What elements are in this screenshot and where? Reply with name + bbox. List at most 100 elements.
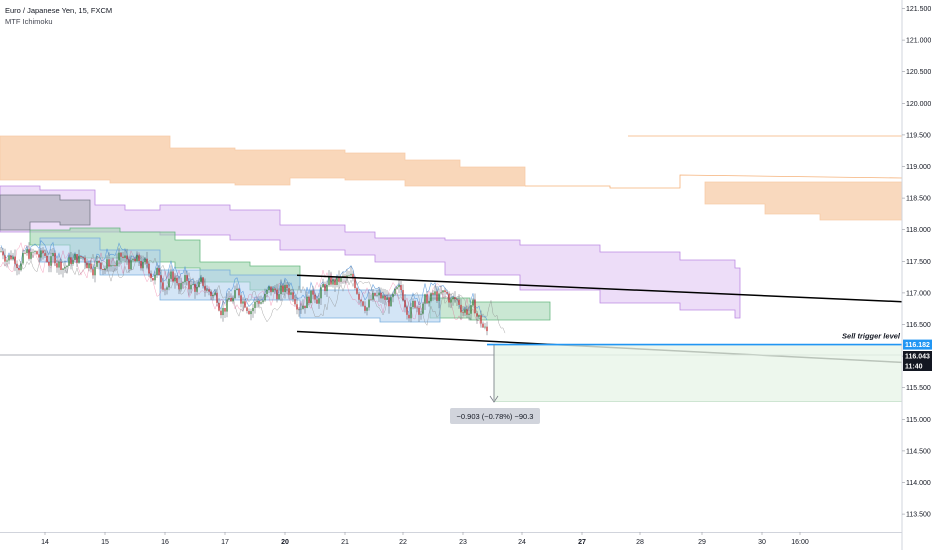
candle-body bbox=[244, 301, 246, 308]
candle-body bbox=[18, 268, 20, 271]
candle-body bbox=[462, 312, 464, 313]
candle-body bbox=[160, 275, 162, 283]
candle-body bbox=[260, 302, 262, 304]
price-tick-label: 118.000 bbox=[906, 227, 931, 234]
channel-upper-line bbox=[296, 274, 903, 303]
candle-body bbox=[340, 277, 342, 282]
candle-body bbox=[116, 260, 118, 267]
candle-body bbox=[324, 284, 326, 292]
time-tick-label: 21 bbox=[341, 539, 349, 546]
candle-body bbox=[482, 323, 484, 328]
candle-body bbox=[172, 271, 174, 282]
candle-body bbox=[390, 297, 392, 307]
candle-body bbox=[298, 309, 300, 310]
candle-body bbox=[138, 255, 140, 262]
candle-body bbox=[128, 259, 130, 270]
candle-body bbox=[356, 288, 358, 294]
time-tick-label: 28 bbox=[636, 539, 644, 546]
price-tick-label: 118.500 bbox=[906, 196, 931, 203]
candle-body bbox=[126, 255, 128, 260]
candle-body bbox=[292, 292, 294, 300]
candle-body bbox=[452, 297, 454, 300]
candle-body bbox=[368, 299, 370, 308]
candle-body bbox=[114, 265, 116, 267]
candle-body bbox=[162, 282, 164, 290]
candle-body bbox=[36, 251, 38, 255]
candlestick-series bbox=[0, 242, 488, 336]
candle-body bbox=[44, 253, 46, 257]
candle-body bbox=[100, 262, 102, 270]
candle-body bbox=[74, 254, 76, 261]
candle-body bbox=[272, 288, 274, 293]
candle-body bbox=[70, 257, 72, 265]
candle-body bbox=[358, 293, 360, 300]
candle-body bbox=[88, 263, 90, 269]
candle-body bbox=[456, 299, 458, 300]
candle-body bbox=[22, 252, 24, 264]
candle-body bbox=[284, 284, 286, 293]
candle-body bbox=[402, 290, 404, 301]
candle-body bbox=[476, 313, 478, 317]
candle-body bbox=[286, 284, 288, 289]
target-zone bbox=[493, 344, 903, 402]
candle-body bbox=[98, 260, 100, 263]
chikou-line bbox=[18, 248, 506, 334]
candle-body bbox=[214, 292, 216, 295]
candle-body bbox=[132, 259, 134, 261]
candle-body bbox=[240, 295, 242, 304]
candle-body bbox=[136, 255, 138, 262]
sell-trigger-label: Sell trigger level bbox=[842, 332, 901, 341]
candle-body bbox=[380, 292, 382, 299]
candle-body bbox=[296, 304, 298, 310]
candle-body bbox=[486, 326, 488, 332]
candle-body bbox=[20, 263, 22, 271]
price-tick-label: 120.000 bbox=[906, 101, 931, 108]
candle-body bbox=[266, 290, 268, 294]
candle-body bbox=[318, 298, 320, 304]
green-cloud-late bbox=[429, 297, 551, 321]
candle-body bbox=[206, 289, 208, 291]
time-tick-label: 22 bbox=[399, 539, 407, 546]
price-tick-label: 117.500 bbox=[906, 259, 931, 266]
candle-body bbox=[224, 308, 226, 312]
price-tick-label: 114.500 bbox=[906, 448, 931, 455]
candle-body bbox=[354, 278, 356, 289]
candle-body bbox=[392, 293, 394, 298]
grey-cloud bbox=[0, 194, 91, 231]
time-tick-label: 23 bbox=[459, 539, 467, 546]
candle-body bbox=[364, 305, 366, 311]
candle-body bbox=[194, 283, 196, 292]
candle-body bbox=[326, 285, 328, 292]
candle-body bbox=[38, 254, 40, 258]
candle-body bbox=[258, 300, 260, 304]
candle-body bbox=[158, 268, 160, 276]
price-tag-label: 116.043 bbox=[905, 354, 930, 361]
candle-body bbox=[280, 285, 282, 295]
candle-body bbox=[188, 280, 190, 290]
candle-body bbox=[84, 257, 86, 263]
candle-body bbox=[256, 300, 258, 302]
candle-body bbox=[182, 282, 184, 284]
price-tick-label: 121.000 bbox=[906, 38, 931, 45]
candle-body bbox=[10, 255, 12, 260]
candle-body bbox=[96, 260, 98, 267]
candle-body bbox=[474, 299, 476, 314]
candle-body bbox=[130, 260, 132, 270]
candle-body bbox=[278, 294, 280, 300]
drawing-tools[interactable]: Sell trigger level −0.903 (−0.78%) −90.3 bbox=[0, 274, 903, 424]
candle-body bbox=[282, 285, 284, 293]
candle-body bbox=[48, 261, 50, 266]
candle-body bbox=[424, 294, 426, 304]
candle-body bbox=[146, 258, 148, 264]
candle-body bbox=[420, 313, 422, 315]
candle-body bbox=[276, 289, 278, 300]
candle-body bbox=[140, 261, 142, 269]
indicator-label[interactable]: MTF Ichimoku bbox=[5, 17, 53, 26]
candle-body bbox=[302, 305, 304, 309]
candle-body bbox=[472, 299, 474, 306]
candle-body bbox=[484, 326, 486, 328]
candle-body bbox=[338, 276, 340, 282]
candle-body bbox=[468, 313, 470, 315]
candle-body bbox=[12, 256, 14, 260]
